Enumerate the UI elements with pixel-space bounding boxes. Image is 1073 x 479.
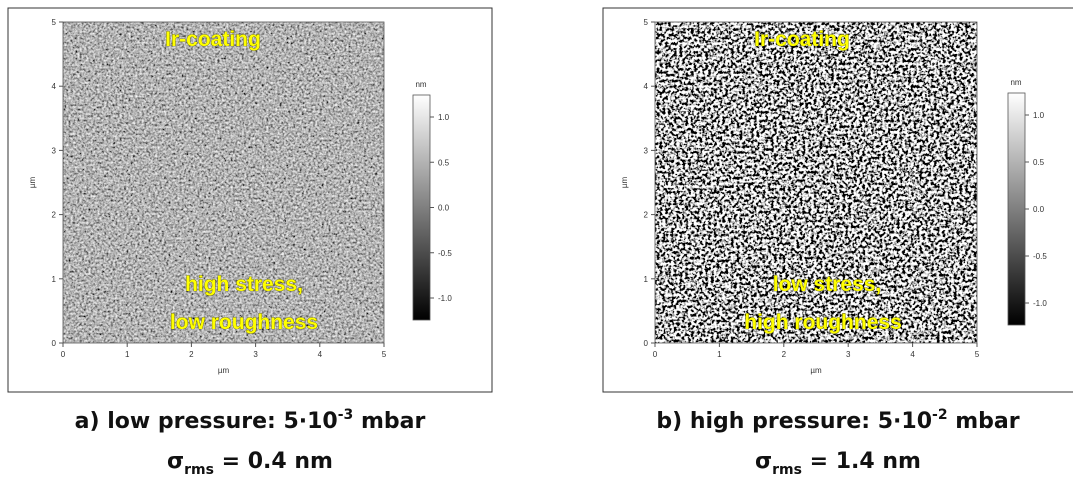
x-tick-label: 5	[382, 350, 387, 359]
colorbar-tick-label: -0.5	[438, 249, 452, 258]
sigma-subscript: rms	[772, 462, 802, 478]
y-tick-label: 5	[52, 18, 57, 27]
colorbar-tick-label: -0.5	[1033, 252, 1047, 261]
colorbar-tick-label: -1.0	[1033, 299, 1047, 308]
colorbar	[412, 94, 431, 321]
colorbar-tick-label: 0.0	[438, 204, 450, 213]
x-tick-label: 3	[846, 350, 851, 359]
sigma-symbol: σ	[167, 449, 184, 474]
panel: 0 1 2 3 4 5 0 1 2 3 4 5 µm µm nm 1.0 0.5 0.0 -0.5 -1.0 Ir-co…	[602, 7, 1073, 478]
annotation: low roughness	[170, 311, 318, 334]
y-axis-label: µm	[28, 177, 37, 189]
x-tick-label: 3	[253, 350, 258, 359]
x-tick-label: 2	[189, 350, 194, 359]
colorbar-tick-label: 1.0	[438, 113, 450, 122]
x-tick-label: 0	[61, 350, 66, 359]
x-tick-label: 2	[782, 350, 787, 359]
x-axis-label: µm	[218, 366, 230, 375]
plot-border	[62, 21, 385, 344]
y-tick-label: 0	[644, 339, 649, 348]
x-axis-label: µm	[810, 366, 822, 375]
panel: 0 1 2 3 4 5 0 1 2 3 4 5 µm µm nm 1.0 0.5 0.0 -0.5 -1.0 Ir-co…	[7, 7, 493, 478]
caption-text: mbar	[948, 409, 1020, 434]
x-tick-label: 4	[318, 350, 323, 359]
x-tick-label: 1	[717, 350, 722, 359]
caption-text: b) high pressure: 5·10	[656, 409, 932, 434]
x-tick-label: 4	[910, 350, 915, 359]
y-axis-label: µm	[620, 177, 629, 189]
afm-map	[63, 22, 384, 343]
sigma-value: = 0.4 nm	[214, 449, 333, 474]
caption-text: mbar	[353, 409, 425, 434]
colorbar-tick-label: -1.0	[438, 294, 452, 303]
colorbar-unit: nm	[1010, 78, 1021, 87]
colorbar-tick-label: 0.0	[1033, 205, 1045, 214]
y-tick-label: 4	[52, 82, 57, 91]
colorbar-tick-label: 1.0	[1033, 111, 1045, 120]
caption-sigma: σrms = 0.4 nm	[167, 449, 333, 478]
colorbar	[1007, 92, 1026, 326]
x-tick-label: 1	[125, 350, 130, 359]
y-tick-label: 5	[644, 18, 649, 27]
caption-text: a) low pressure: 5·10	[75, 409, 338, 434]
annotation: low stress,	[773, 273, 882, 296]
afm-map	[655, 22, 977, 343]
y-tick-label: 1	[644, 275, 649, 284]
y-tick-label: 2	[644, 211, 649, 220]
colorbar-tick-label: 0.5	[438, 158, 450, 167]
y-tick-label: 3	[52, 146, 57, 155]
y-tick-label: 2	[52, 211, 57, 220]
annotation: high roughness	[744, 311, 902, 334]
y-tick-label: 1	[52, 275, 57, 284]
colorbar-tick-label: 0.5	[1033, 158, 1045, 167]
x-tick-label: 5	[975, 350, 980, 359]
sigma-subscript: rms	[184, 462, 214, 478]
sigma-value: = 1.4 nm	[802, 449, 921, 474]
sigma-symbol: σ	[755, 449, 772, 474]
y-tick-label: 4	[644, 82, 649, 91]
caption-exponent: -2	[932, 407, 948, 423]
annotation: Ir-coating	[165, 28, 261, 51]
plot-border	[654, 21, 978, 344]
x-tick-label: 0	[653, 350, 658, 359]
caption-line: a) low pressure: 5·10-3 mbar	[75, 407, 426, 434]
caption-exponent: -3	[338, 407, 354, 423]
y-tick-label: 0	[52, 339, 57, 348]
caption-sigma: σrms = 1.4 nm	[755, 449, 921, 478]
caption-line: b) high pressure: 5·10-2 mbar	[656, 407, 1019, 434]
annotation: high stress,	[185, 273, 303, 296]
colorbar-unit: nm	[415, 80, 426, 89]
y-tick-label: 3	[644, 146, 649, 155]
annotation: Ir-coating	[754, 28, 850, 51]
